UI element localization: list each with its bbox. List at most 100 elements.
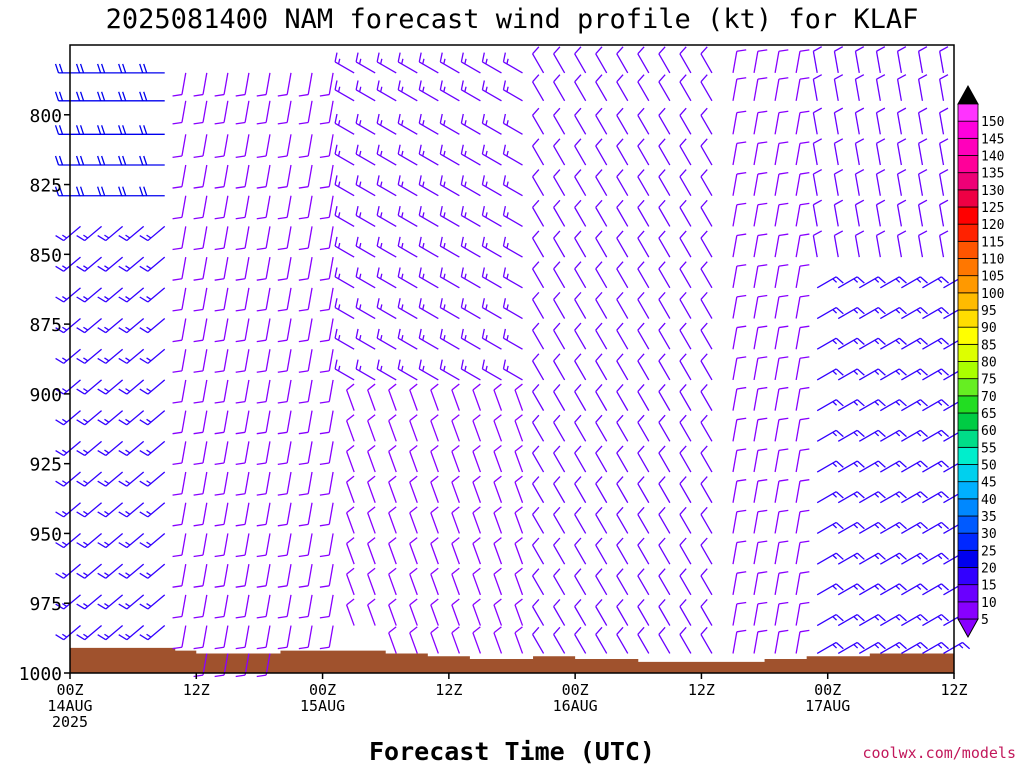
wind-barb xyxy=(858,641,886,655)
wind-barb-feather xyxy=(939,199,949,206)
wind-barb-shaft xyxy=(223,164,229,187)
wind-barb-feather xyxy=(139,480,149,487)
wind-barb xyxy=(679,74,692,102)
wind-barb xyxy=(532,138,545,166)
wind-barb xyxy=(430,444,439,473)
wind-barb-feather xyxy=(118,449,128,457)
wind-barb-feather xyxy=(277,554,288,558)
wind-barb-shaft xyxy=(147,410,166,426)
wind-barb-half-feather xyxy=(853,554,859,560)
wind-barb xyxy=(355,236,376,258)
wind-barb xyxy=(774,509,789,534)
wind-barb xyxy=(397,144,418,166)
wind-barb-feather xyxy=(319,615,330,619)
wind-barb-feather xyxy=(757,571,768,574)
wind-barb xyxy=(235,100,250,125)
wind-barb xyxy=(346,444,355,473)
wind-barb xyxy=(922,583,950,596)
wind-barb-feather xyxy=(658,230,666,239)
wind-barb-half-feather xyxy=(401,58,404,65)
wind-barb-feather xyxy=(388,383,397,391)
wind-barb-feather xyxy=(472,567,481,575)
wind-barb xyxy=(795,356,810,381)
wind-barb-half-feather xyxy=(83,510,89,515)
wind-barb-half-feather xyxy=(916,401,922,406)
wind-barb-half-feather xyxy=(874,493,880,498)
wind-barb-shaft xyxy=(532,114,545,135)
wind-barb-half-feather xyxy=(916,370,922,375)
wind-barb-shaft xyxy=(328,533,334,556)
wind-barb-shaft xyxy=(700,483,713,504)
wind-barb-shaft xyxy=(901,552,921,565)
wind-barb xyxy=(574,199,587,227)
wind-barb-half-feather xyxy=(62,510,68,515)
wind-barb-feather xyxy=(856,614,865,622)
wind-barb-shaft xyxy=(917,143,924,166)
wind-barb xyxy=(334,298,355,320)
wind-barb-shaft xyxy=(795,51,801,74)
wind-barb xyxy=(732,386,747,411)
wind-barb-feather xyxy=(502,359,507,370)
wind-barb-shaft xyxy=(482,245,502,258)
wind-barb-half-feather xyxy=(853,401,859,406)
wind-barb xyxy=(193,533,208,558)
wind-barb-shaft xyxy=(367,481,376,503)
wind-barb xyxy=(97,410,124,426)
wind-barb-half-feather xyxy=(125,418,131,423)
wind-barb-feather xyxy=(757,49,768,52)
wind-barb-feather xyxy=(799,77,810,80)
wind-barb-shaft xyxy=(553,329,566,350)
wind-barb-half-feather xyxy=(62,603,68,607)
wind-barb-half-feather xyxy=(380,120,383,126)
wind-barb xyxy=(816,399,844,412)
wind-barb-shaft xyxy=(440,337,460,350)
wind-barb-shaft xyxy=(397,337,418,350)
wind-barb-shaft xyxy=(637,299,650,319)
wind-barb-feather xyxy=(939,74,949,80)
wind-barb xyxy=(854,46,865,74)
wind-barb-half-feather xyxy=(337,365,341,372)
wind-barb xyxy=(355,144,376,166)
wind-barb-shaft xyxy=(595,360,608,381)
wind-barb-shaft xyxy=(307,134,313,157)
wind-barb xyxy=(172,318,187,343)
wind-barb-feather xyxy=(799,540,810,544)
wind-barb-shaft xyxy=(265,471,271,494)
wind-barb-half-feather xyxy=(380,242,383,249)
colorbar-label: 15 xyxy=(981,579,997,594)
wind-barb xyxy=(277,195,292,220)
wind-barb-shaft xyxy=(376,153,397,166)
wind-barb-feather xyxy=(616,568,624,577)
wind-barb xyxy=(700,169,713,197)
wind-barb-shaft xyxy=(328,134,334,157)
wind-barb xyxy=(812,107,823,135)
wind-barb-feather xyxy=(835,307,844,315)
wind-barb-shaft xyxy=(307,441,313,464)
wind-barb-half-feather xyxy=(380,304,383,310)
wind-barb-feather xyxy=(574,199,582,208)
wind-barb-feather xyxy=(418,359,422,370)
wind-barb xyxy=(118,502,145,518)
wind-barb xyxy=(139,287,166,303)
wind-barb-shaft xyxy=(461,184,481,197)
wind-barb-half-feather xyxy=(464,335,467,341)
wind-barb-feather xyxy=(553,199,561,208)
wind-barb-feather xyxy=(193,93,204,97)
wind-barb-half-feather xyxy=(104,357,110,362)
wind-barb xyxy=(235,164,250,189)
wind-barb xyxy=(816,337,844,350)
wind-barb-feather xyxy=(298,646,309,650)
wind-barb-shaft xyxy=(574,114,587,135)
colorbar-cell xyxy=(957,567,979,586)
wind-barb-shaft xyxy=(493,451,503,473)
wind-barb-shaft xyxy=(658,544,671,565)
wind-barb-feather xyxy=(679,169,687,178)
wind-barb-shaft xyxy=(732,450,738,473)
wind-barb xyxy=(732,356,747,381)
wind-barb-feather xyxy=(493,383,502,391)
wind-barb xyxy=(880,460,907,473)
wind-barb xyxy=(753,294,768,319)
wind-barb-shaft xyxy=(63,379,81,395)
wind-barb-feather xyxy=(481,144,485,155)
wind-barb-feather xyxy=(876,138,886,144)
